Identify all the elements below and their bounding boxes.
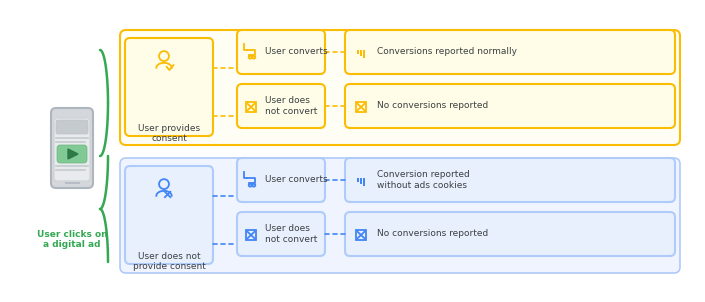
FancyBboxPatch shape	[237, 158, 325, 202]
Text: User does
not convert: User does not convert	[265, 224, 317, 244]
FancyBboxPatch shape	[357, 178, 360, 182]
FancyBboxPatch shape	[237, 84, 325, 128]
FancyBboxPatch shape	[237, 30, 325, 74]
FancyBboxPatch shape	[360, 178, 362, 184]
Text: Conversions reported normally: Conversions reported normally	[377, 47, 517, 56]
FancyBboxPatch shape	[120, 30, 680, 145]
Polygon shape	[68, 149, 78, 159]
FancyBboxPatch shape	[125, 38, 213, 136]
FancyBboxPatch shape	[360, 50, 362, 56]
Text: User does not
provide consent: User does not provide consent	[133, 252, 205, 271]
FancyBboxPatch shape	[345, 30, 675, 74]
Text: User clicks on
a digital ad: User clicks on a digital ad	[37, 230, 107, 249]
FancyBboxPatch shape	[56, 120, 88, 134]
FancyBboxPatch shape	[363, 178, 365, 186]
FancyBboxPatch shape	[120, 158, 680, 273]
FancyBboxPatch shape	[51, 108, 93, 188]
Text: User converts: User converts	[265, 47, 328, 56]
FancyBboxPatch shape	[237, 212, 325, 256]
FancyBboxPatch shape	[345, 84, 675, 128]
FancyBboxPatch shape	[363, 50, 365, 58]
Text: User provides
consent: User provides consent	[138, 124, 200, 143]
Text: User does
not convert: User does not convert	[265, 96, 317, 116]
FancyBboxPatch shape	[125, 166, 213, 264]
Text: No conversions reported: No conversions reported	[377, 101, 489, 111]
Text: No conversions reported: No conversions reported	[377, 230, 489, 239]
Text: Conversion reported
without ads cookies: Conversion reported without ads cookies	[377, 170, 470, 190]
FancyBboxPatch shape	[345, 212, 675, 256]
FancyBboxPatch shape	[54, 118, 90, 181]
Text: User converts: User converts	[265, 175, 328, 185]
FancyBboxPatch shape	[57, 145, 87, 163]
FancyBboxPatch shape	[357, 50, 360, 53]
FancyBboxPatch shape	[345, 158, 675, 202]
